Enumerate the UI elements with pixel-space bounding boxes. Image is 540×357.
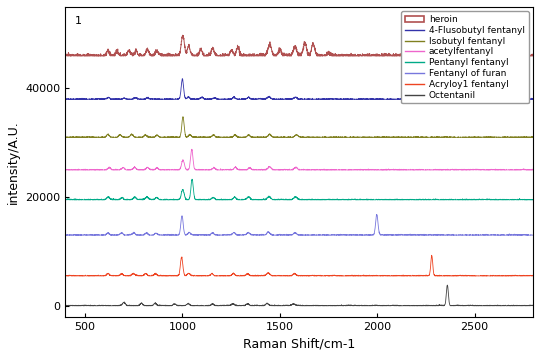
X-axis label: Raman Shift/cm-1: Raman Shift/cm-1 [243, 337, 355, 350]
Y-axis label: intensity/A.U.: intensity/A.U. [7, 120, 20, 203]
Legend: heroin, 4-Flusobutyl fentanyl, Isobutyl fentanyl, acetylfentanyl, Pentanyl fenta: heroin, 4-Flusobutyl fentanyl, Isobutyl … [401, 11, 529, 103]
Text: 1: 1 [75, 16, 82, 26]
